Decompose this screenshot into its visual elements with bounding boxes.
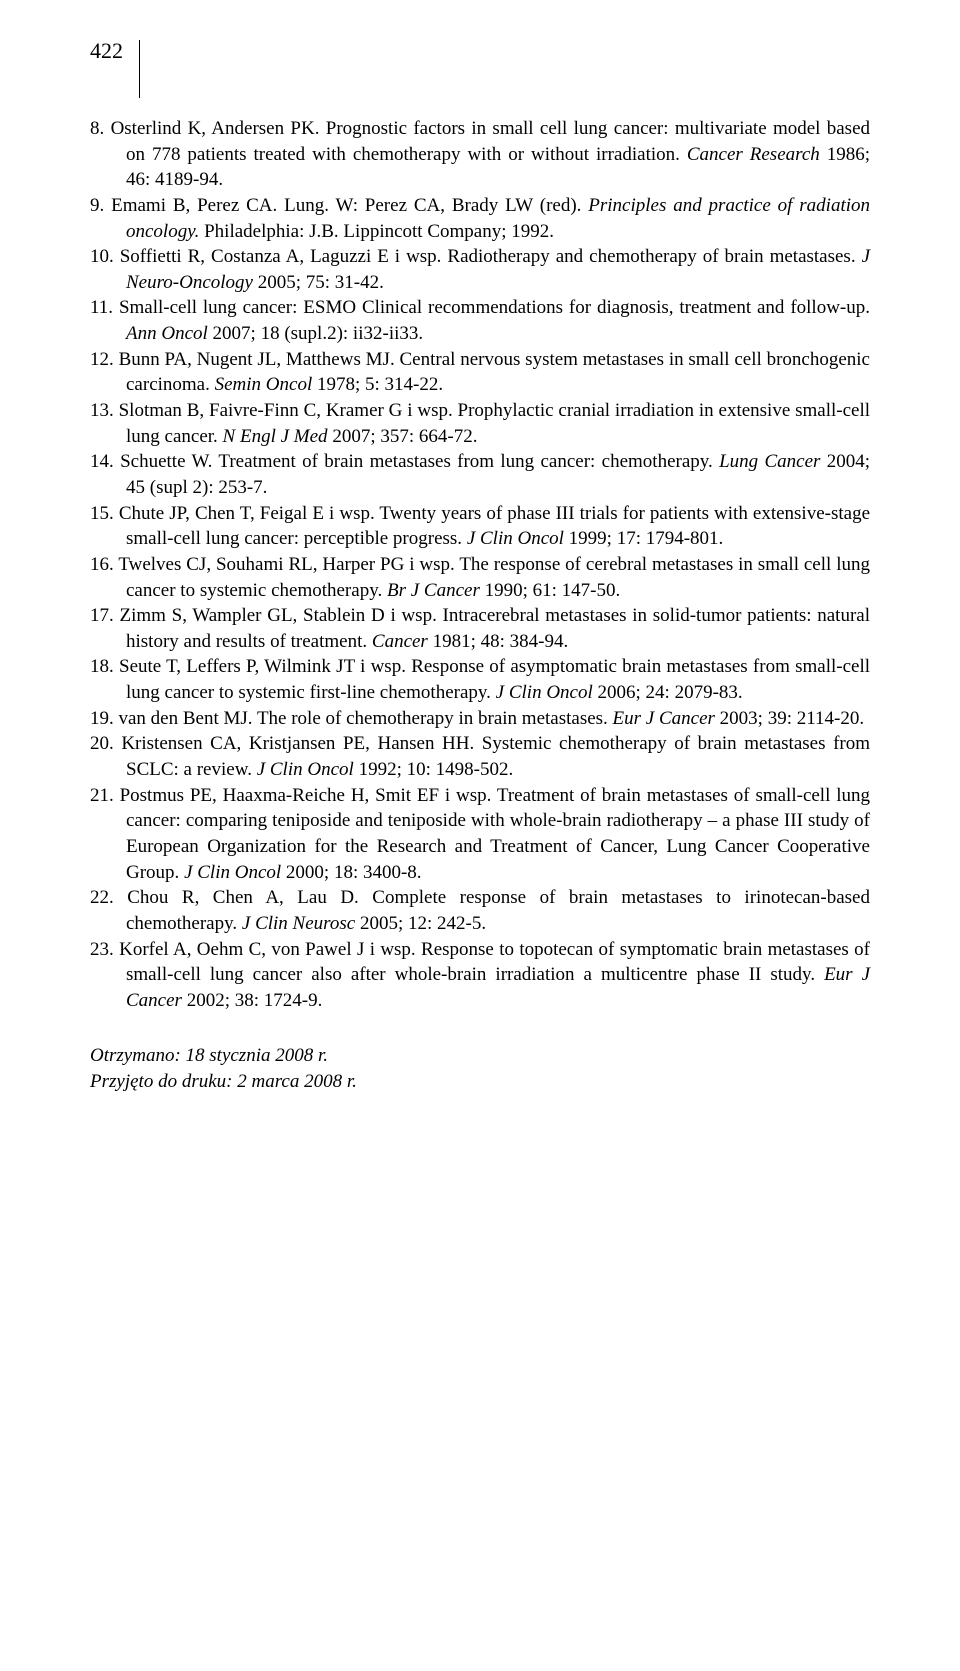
reference-tail: Philadelphia: J.B. Lippincott Company; 1… <box>199 221 554 242</box>
reference-number: 16. <box>90 554 118 575</box>
reference-journal: N Engl J Med <box>223 426 328 447</box>
reference-text: Emami B, Perez CA. Lung. W: Perez CA, Br… <box>111 195 588 216</box>
reference-number: 15. <box>90 503 119 524</box>
reference-journal: Semin Oncol <box>215 374 313 395</box>
reference-number: 8. <box>90 118 111 139</box>
reference-tail: 2002; 38: 1724-9. <box>182 990 322 1011</box>
reference-item: 10. Soffietti R, Costanza A, Laguzzi E i… <box>90 244 870 295</box>
reference-number: 13. <box>90 400 119 421</box>
page-header: 422 <box>90 40 870 98</box>
reference-item: 19. van den Bent MJ. The role of chemoth… <box>90 706 870 732</box>
reference-tail: 1992; 10: 1498-502. <box>354 759 513 780</box>
reference-journal: J Clin Oncol <box>496 682 593 703</box>
reference-item: 11. Small-cell lung cancer: ESMO Clinica… <box>90 295 870 346</box>
reference-number: 14. <box>90 451 120 472</box>
reference-item: 13. Slotman B, Faivre-Finn C, Kramer G i… <box>90 398 870 449</box>
footer: Otrzymano: 18 stycznia 2008 r. Przyjęto … <box>90 1043 870 1094</box>
reference-journal: J Clin Neurosc <box>242 913 355 934</box>
reference-number: 23. <box>90 939 119 960</box>
reference-text: Chou R, Chen A, Lau D. Complete response… <box>126 887 870 934</box>
reference-item: 9. Emami B, Perez CA. Lung. W: Perez CA,… <box>90 193 870 244</box>
reference-item: 21. Postmus PE, Haaxma-Reiche H, Smit EF… <box>90 783 870 886</box>
reference-text: Soffietti R, Costanza A, Laguzzi E i wsp… <box>120 246 862 267</box>
reference-item: 16. Twelves CJ, Souhami RL, Harper PG i … <box>90 552 870 603</box>
reference-journal: J Clin Oncol <box>257 759 354 780</box>
reference-tail: 1999; 17: 1794-801. <box>564 528 723 549</box>
reference-journal: Ann Oncol <box>126 323 208 344</box>
reference-item: 8. Osterlind K, Andersen PK. Prognostic … <box>90 116 870 193</box>
reference-text: Small-cell lung cancer: ESMO Clinical re… <box>119 297 870 318</box>
reference-text: Korfel A, Oehm C, von Pawel J i wsp. Res… <box>119 939 870 986</box>
reference-tail: 2005; 12: 242-5. <box>355 913 486 934</box>
accepted-date: Przyjęto do druku: 2 marca 2008 r. <box>90 1069 870 1095</box>
reference-number: 20. <box>90 733 121 754</box>
reference-item: 15. Chute JP, Chen T, Feigal E i wsp. Tw… <box>90 501 870 552</box>
reference-item: 20. Kristensen CA, Kristjansen PE, Hanse… <box>90 731 870 782</box>
reference-journal: Cancer Research <box>687 144 820 165</box>
reference-tail: 2003; 39: 2114-20. <box>715 708 864 729</box>
references-list: 8. Osterlind K, Andersen PK. Prognostic … <box>90 116 870 1013</box>
reference-number: 12. <box>90 349 119 370</box>
reference-number: 18. <box>90 656 119 677</box>
reference-tail: 2007; 18 (supl.2): ii32-ii33. <box>208 323 423 344</box>
reference-tail: 1990; 61: 147-50. <box>480 580 620 601</box>
reference-number: 22. <box>90 887 127 908</box>
reference-text: van den Bent MJ. The role of chemotherap… <box>119 708 613 729</box>
reference-item: 17. Zimm S, Wampler GL, Stablein D i wsp… <box>90 603 870 654</box>
received-date: Otrzymano: 18 stycznia 2008 r. <box>90 1043 870 1069</box>
reference-tail: 1978; 5: 314-22. <box>312 374 443 395</box>
reference-tail: 2007; 357: 664-72. <box>328 426 478 447</box>
reference-item: 22. Chou R, Chen A, Lau D. Complete resp… <box>90 885 870 936</box>
reference-number: 17. <box>90 605 119 626</box>
reference-journal: J Clin Oncol <box>184 862 281 883</box>
reference-item: 14. Schuette W. Treatment of brain metas… <box>90 449 870 500</box>
reference-journal: J Clin Oncol <box>467 528 564 549</box>
reference-number: 10. <box>90 246 120 267</box>
reference-tail: 2005; 75: 31-42. <box>253 272 384 293</box>
reference-journal: Cancer <box>372 631 428 652</box>
page-number: 422 <box>90 40 140 98</box>
reference-item: 23. Korfel A, Oehm C, von Pawel J i wsp.… <box>90 937 870 1014</box>
reference-text: Schuette W. Treatment of brain metastase… <box>120 451 719 472</box>
reference-journal: Br J Cancer <box>387 580 480 601</box>
reference-tail: 2006; 24: 2079-83. <box>593 682 743 703</box>
reference-item: 12. Bunn PA, Nugent JL, Matthews MJ. Cen… <box>90 347 870 398</box>
reference-number: 11. <box>90 297 119 318</box>
reference-item: 18. Seute T, Leffers P, Wilmink JT i wsp… <box>90 654 870 705</box>
reference-number: 21. <box>90 785 120 806</box>
reference-text: Seute T, Leffers P, Wilmink JT i wsp. Re… <box>119 656 870 703</box>
reference-journal: Eur J Cancer <box>613 708 715 729</box>
reference-number: 19. <box>90 708 119 729</box>
reference-tail: 2000; 18: 3400-8. <box>281 862 421 883</box>
reference-number: 9. <box>90 195 111 216</box>
reference-tail: 1981; 48: 384-94. <box>428 631 568 652</box>
reference-journal: Lung Cancer <box>719 451 820 472</box>
